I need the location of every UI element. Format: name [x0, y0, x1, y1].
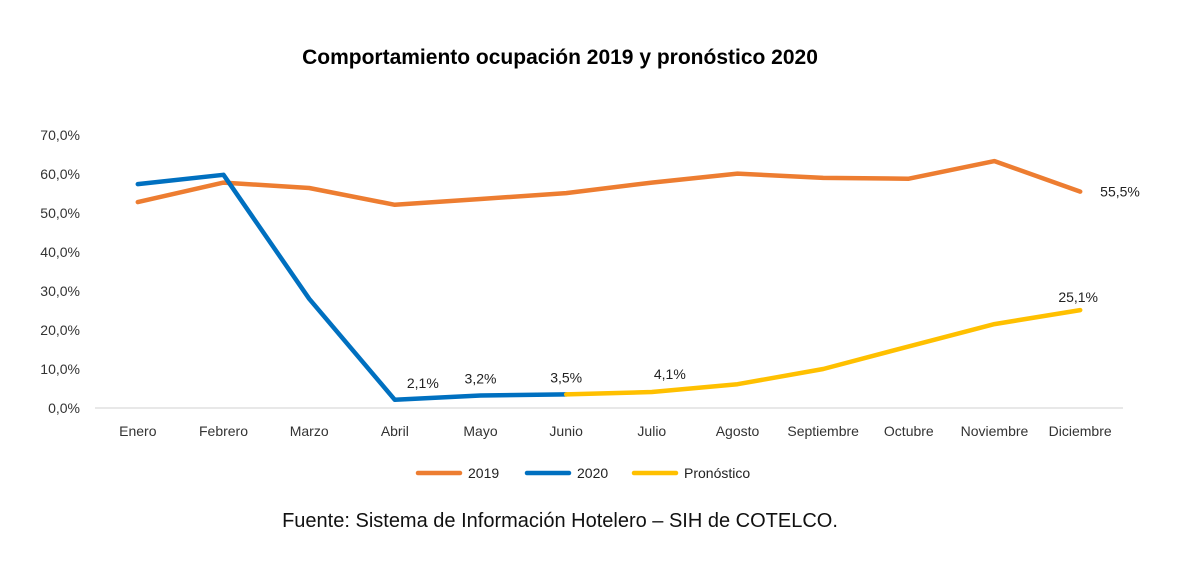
- x-tick-label: Agosto: [716, 423, 760, 439]
- x-tick-label: Febrero: [199, 423, 248, 439]
- y-tick-label: 40,0%: [40, 244, 80, 260]
- x-tick-label: Mayo: [463, 423, 497, 439]
- data-label: 3,5%: [550, 369, 582, 385]
- chart-title: Comportamiento ocupación 2019 y pronósti…: [302, 46, 818, 69]
- series-line-2019: [135, 158, 1083, 208]
- data-label: 55,5%: [1100, 184, 1140, 200]
- x-tick-label: Noviembre: [961, 423, 1029, 439]
- y-axis: 0,0% 10,0% 20,0% 30,0% 40,0% 50,0% 60,0% 70,0%: [40, 127, 80, 416]
- y-tick-label: 30,0%: [40, 283, 80, 299]
- x-tick-label: Octubre: [884, 423, 934, 439]
- line-chart: 0,0%10,0%20,0%30,0%40,0%50,0%60,0%70,0% …: [40, 127, 1140, 481]
- legend: 2019 2020 Pronóstico: [415, 465, 750, 481]
- data-labels: 2,1% 3,2% 3,5% 4,1% 25,1% 55,5%: [407, 184, 1140, 391]
- x-axis: Enero Febrero Marzo Abril Mayo Junio Julio Agos…: [119, 423, 1112, 439]
- data-label: 25,1%: [1058, 289, 1098, 305]
- data-label: 2,1%: [407, 375, 439, 391]
- y-tick-label: 20,0%: [40, 322, 80, 338]
- series-line-pron-stico: [563, 307, 1083, 397]
- legend-label: 2019: [468, 465, 499, 481]
- series-line-2020: [135, 172, 569, 403]
- y-tick-label: 60,0%: [40, 166, 80, 182]
- x-tick-label: Diciembre: [1049, 423, 1112, 439]
- y-tick-label: 10,0%: [40, 361, 80, 377]
- y-tick-label: 0,0%: [48, 400, 80, 416]
- x-tick-label: Julio: [637, 423, 666, 439]
- x-tick-label: Marzo: [290, 423, 329, 439]
- x-tick-label: Abril: [381, 423, 409, 439]
- y-tick-label: 70,0%: [40, 127, 80, 143]
- x-tick-label: Enero: [119, 423, 157, 439]
- data-label: 4,1%: [654, 366, 686, 382]
- y-tick-label: 50,0%: [40, 205, 80, 221]
- series-lines: [135, 158, 1083, 403]
- legend-label: 2020: [577, 465, 608, 481]
- legend-label: Pronóstico: [684, 465, 750, 481]
- source-note: Fuente: Sistema de Información Hotelero …: [282, 510, 838, 532]
- x-tick-label: Septiembre: [787, 423, 859, 439]
- data-label: 3,2%: [465, 371, 497, 387]
- x-tick-label: Junio: [549, 423, 583, 439]
